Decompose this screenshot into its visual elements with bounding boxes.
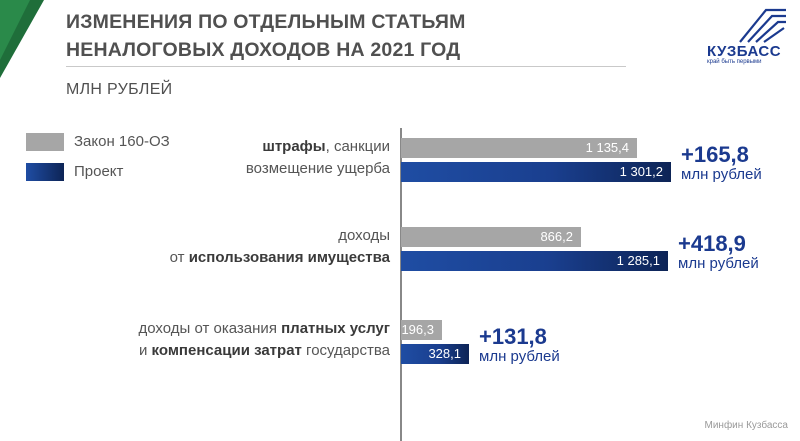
legend-swatch-law (26, 133, 64, 151)
delta-unit: млн рублей (678, 255, 759, 272)
units-label: МЛН РУБЛЕЙ (66, 81, 173, 98)
title-line-1: ИЗМЕНЕНИЯ ПО ОТДЕЛЬНЫМ СТАТЬЯМ (66, 11, 466, 33)
category-label: доходы от оказания платных услуг и компен… (139, 318, 391, 362)
footer-source: Минфин Кузбасса (704, 420, 788, 431)
delta-unit: млн рублей (681, 166, 762, 183)
bar-law: 196,3 (401, 320, 442, 340)
bar-project: 328,1 (401, 344, 469, 364)
bar-value-label: 1 135,4 (585, 140, 629, 155)
legend-label-project: Проект (74, 163, 124, 180)
delta-unit: млн рублей (479, 348, 560, 365)
category-label: доходы от использования имущества (170, 225, 390, 269)
category-label-line: доходы (170, 225, 390, 247)
category-label-line: доходы от оказания платных услуг (139, 318, 391, 340)
title-line-2: НЕНАЛОГОВЫХ ДОХОДОВ НА 2021 ГОД (66, 39, 461, 61)
category-label: штрафы, санкции возмещение ущерба (246, 136, 390, 180)
category-label-line: и компенсации затрат государства (139, 340, 390, 362)
bar-project: 1 285,1 (401, 251, 668, 271)
bar-value-label: 1 301,2 (619, 164, 663, 179)
bar-law: 1 135,4 (401, 138, 637, 158)
bar-project: 1 301,2 (401, 162, 671, 182)
category-label-bold: использования имущества (188, 249, 390, 266)
chart-axis (400, 128, 402, 441)
category-label-bold: штрафы (262, 138, 326, 155)
category-label-bold: компенсации затрат (151, 342, 302, 359)
legend-swatch-project (26, 163, 64, 181)
category-label-bold: платных услуг (281, 320, 390, 337)
bar-value-label: 1 285,1 (616, 253, 660, 268)
legend-label-law: Закон 160-ОЗ (74, 133, 170, 150)
page-title: ИЗМЕНЕНИЯ ПО ОТДЕЛЬНЫМ СТАТЬЯМ НЕНАЛОГОВ… (66, 8, 466, 64)
delta-annotation: +418,9 млн рублей (678, 231, 759, 273)
category-label-text: государства (301, 342, 390, 359)
delta-value: +131,8 (479, 324, 547, 349)
category-label-line: штрафы, санкции (246, 136, 390, 158)
bar-law: 866,2 (401, 227, 581, 247)
delta-value: +418,9 (678, 231, 746, 256)
kuzbass-logo-icon (739, 8, 786, 43)
category-label-text: доходы (338, 227, 390, 244)
logo-name: КУЗБАСС (707, 43, 782, 60)
delta-value: +165,8 (681, 142, 749, 167)
corner-decoration-inner (0, 0, 30, 60)
category-label-text: доходы от оказания (138, 320, 282, 337)
category-label-line: возмещение ущерба (246, 158, 390, 180)
category-label-text: возмещение ущерба (245, 160, 390, 177)
category-label-text: от (169, 249, 189, 266)
title-divider (66, 66, 626, 67)
logo-tagline: край быть первыми (707, 59, 762, 65)
delta-annotation: +165,8 млн рублей (681, 142, 762, 184)
category-label-text: и (139, 342, 152, 359)
category-label-line: от использования имущества (170, 247, 390, 269)
delta-annotation: +131,8 млн рублей (479, 324, 560, 366)
bar-value-label: 866,2 (540, 229, 573, 244)
bar-value-label: 196,3 (401, 322, 434, 337)
category-label-text: , санкции (325, 138, 390, 155)
bar-value-label: 328,1 (428, 346, 461, 361)
